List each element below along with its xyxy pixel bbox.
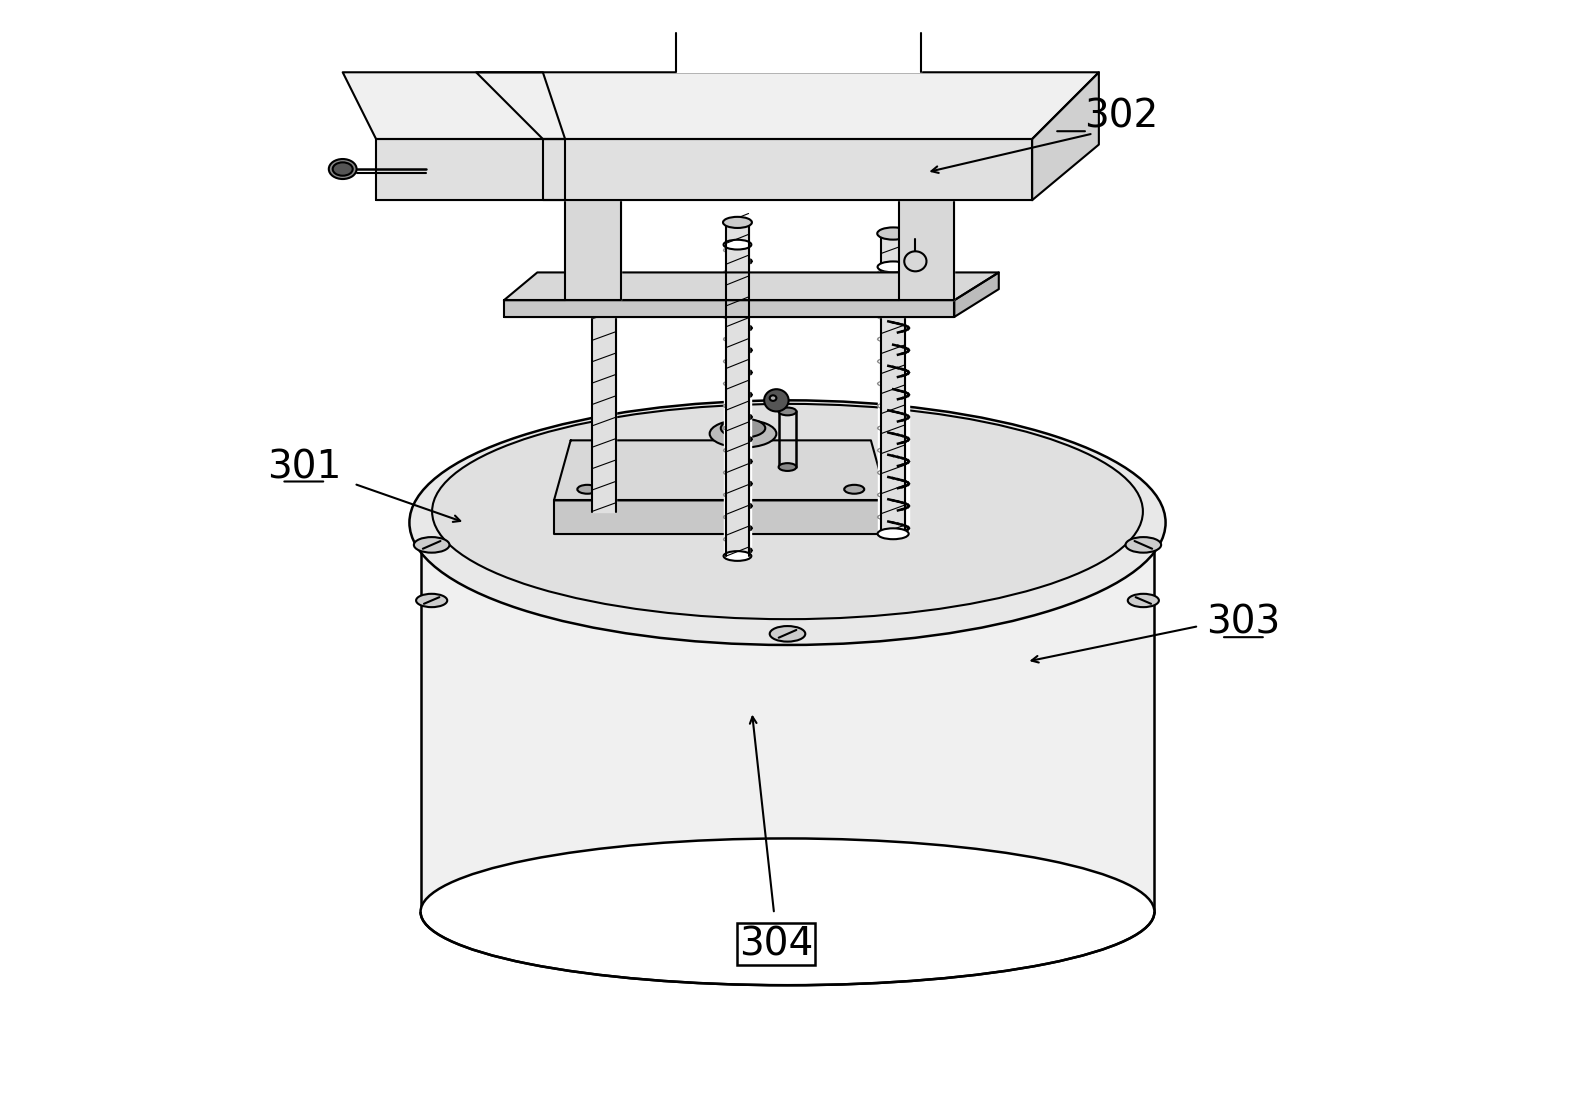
Polygon shape [877, 267, 909, 534]
Ellipse shape [778, 464, 797, 471]
Ellipse shape [877, 228, 909, 240]
Text: 304: 304 [739, 925, 814, 963]
Polygon shape [726, 222, 748, 556]
Ellipse shape [329, 159, 356, 179]
Polygon shape [899, 200, 954, 300]
Polygon shape [880, 234, 906, 534]
Ellipse shape [723, 240, 751, 249]
Ellipse shape [332, 162, 353, 176]
Ellipse shape [1128, 594, 1159, 607]
Ellipse shape [587, 228, 621, 240]
Polygon shape [565, 200, 621, 300]
Polygon shape [954, 272, 999, 317]
Polygon shape [376, 139, 565, 200]
Ellipse shape [421, 838, 1154, 985]
Polygon shape [592, 234, 616, 512]
Ellipse shape [710, 420, 776, 447]
Ellipse shape [770, 626, 805, 642]
Ellipse shape [764, 389, 789, 411]
Ellipse shape [410, 400, 1166, 645]
Ellipse shape [877, 261, 909, 272]
Ellipse shape [432, 404, 1143, 619]
Polygon shape [1032, 72, 1099, 200]
Text: 303: 303 [1206, 604, 1280, 642]
Ellipse shape [723, 552, 751, 560]
Ellipse shape [723, 217, 751, 228]
Text: 302: 302 [1084, 98, 1158, 136]
Ellipse shape [721, 419, 765, 438]
Ellipse shape [414, 537, 449, 553]
FancyBboxPatch shape [737, 923, 816, 965]
Polygon shape [476, 72, 1099, 139]
Polygon shape [421, 523, 1154, 912]
Polygon shape [504, 300, 954, 317]
Polygon shape [554, 440, 888, 500]
Ellipse shape [877, 528, 909, 539]
Text: 301: 301 [266, 448, 340, 486]
Ellipse shape [770, 396, 776, 401]
Polygon shape [676, 33, 921, 72]
Ellipse shape [578, 485, 597, 494]
Polygon shape [543, 139, 1032, 200]
Polygon shape [343, 72, 565, 139]
Polygon shape [504, 272, 999, 300]
Polygon shape [723, 245, 751, 556]
Ellipse shape [1126, 537, 1161, 553]
Ellipse shape [416, 594, 447, 607]
Polygon shape [554, 500, 888, 534]
Ellipse shape [844, 485, 865, 494]
Ellipse shape [778, 408, 797, 416]
